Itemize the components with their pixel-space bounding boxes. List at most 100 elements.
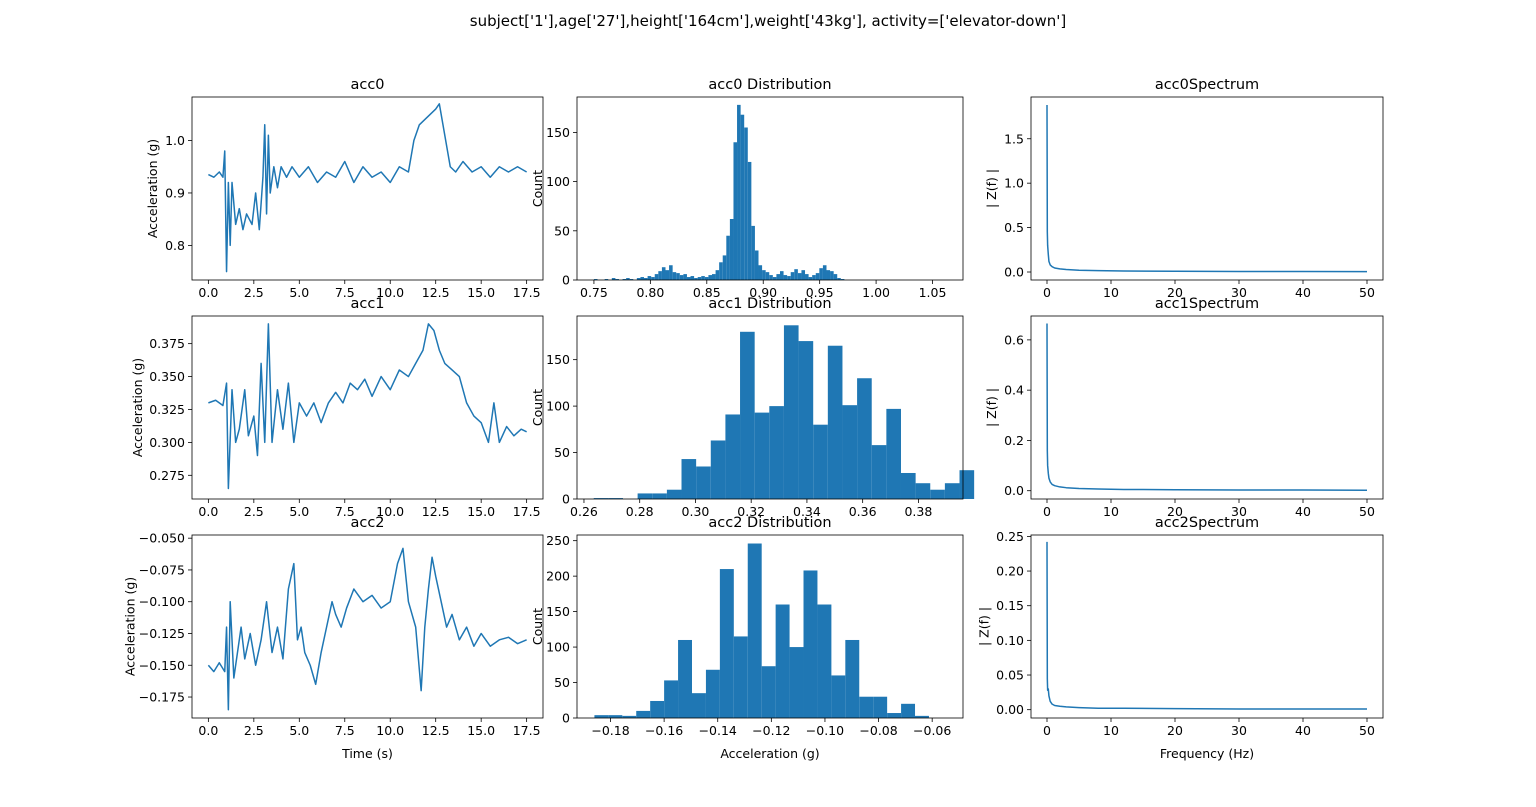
histogram-bar	[813, 424, 828, 499]
histogram-bar	[593, 498, 609, 499]
histogram-bar	[794, 269, 798, 280]
axes-frame	[576, 96, 964, 281]
histogram-bar	[708, 275, 712, 280]
histogram-bar	[830, 271, 834, 280]
x-tick-label: −0.10	[806, 723, 844, 738]
x-tick-label: 2.5	[244, 504, 264, 519]
histogram-bar	[765, 272, 770, 280]
x-tick-label: 1.00	[862, 285, 890, 300]
histogram-bar	[679, 275, 684, 280]
histogram-bar	[651, 277, 655, 280]
y-tick-label: −0.125	[139, 626, 185, 641]
y-tick-label: 0	[562, 711, 570, 726]
histogram-bar	[859, 696, 874, 718]
histogram-bar	[887, 713, 902, 718]
histogram-bar	[783, 275, 788, 280]
x-tick-label: 5.0	[289, 504, 309, 519]
subplot-title: acc2Spectrum	[1155, 515, 1259, 531]
y-tick-label: 0.375	[149, 336, 185, 351]
subplot-title: acc0	[350, 77, 384, 93]
x-tick-label: 10.0	[376, 285, 404, 300]
y-tick-label: −0.150	[139, 658, 185, 673]
histogram-bar	[729, 219, 734, 280]
x-tick-label: −0.08	[859, 723, 897, 738]
histogram-bar	[683, 274, 687, 280]
y-tick-label: 0.6	[1004, 332, 1024, 347]
histogram-bar	[636, 278, 641, 280]
histogram-bar	[779, 271, 784, 280]
histogram-bar	[747, 543, 762, 718]
histogram-bar	[783, 325, 799, 499]
histogram-bar	[837, 278, 841, 280]
histogram-bar	[737, 104, 741, 281]
y-tick-label: 0.8	[165, 238, 185, 253]
histogram-bar	[629, 279, 634, 280]
y-axis-label: Count	[530, 389, 545, 426]
histogram-bar	[622, 279, 627, 280]
axes-frame	[1030, 534, 1384, 719]
histogram-bar	[676, 273, 680, 280]
histogram-bar	[686, 277, 691, 280]
x-tick-label: 20	[1167, 285, 1183, 300]
x-tick-label: 0.0	[198, 723, 218, 738]
y-axis-label: | Z(f) |	[984, 388, 999, 427]
y-tick-label: 0.15	[996, 598, 1024, 613]
histogram-bar	[710, 440, 726, 499]
y-tick-label: 100	[546, 640, 570, 655]
histogram-bar	[726, 235, 730, 280]
histogram-bar	[652, 493, 667, 499]
histogram-bars	[594, 543, 929, 718]
subplot-acc1: 0.0 2.5 5.0 7.5 10.0 12.5 15.0 17.5 0.275 0.300 0.…	[130, 296, 544, 519]
histogram-bar	[822, 265, 827, 280]
histogram-bar	[650, 700, 665, 718]
x-tick-label: 0.34	[793, 504, 821, 519]
series-line	[207, 547, 527, 711]
x-tick-label: 0.90	[749, 285, 777, 300]
histogram-bar	[594, 715, 609, 718]
y-tick-label: 100	[546, 174, 570, 189]
histogram-bar	[833, 274, 838, 280]
axes-frame	[1030, 315, 1384, 500]
x-axis-label: Frequency (Hz)	[1160, 746, 1254, 761]
histogram-bar	[944, 483, 960, 499]
y-tick-label: 0	[562, 492, 570, 507]
histogram-bar	[696, 466, 711, 499]
histogram-bar	[815, 273, 820, 280]
histogram-bar	[915, 483, 931, 499]
x-tick-label: 0	[1043, 504, 1051, 519]
x-tick-label: 0.0	[198, 285, 218, 300]
subplot-title: acc1 Distribution	[708, 296, 831, 312]
x-tick-label: 2.5	[244, 285, 264, 300]
histogram-bar	[831, 675, 846, 718]
histogram-bar	[644, 278, 648, 280]
y-tick-label: 0.20	[996, 564, 1024, 579]
x-tick-label: −0.12	[752, 723, 790, 738]
x-tick-label: 50	[1359, 504, 1375, 519]
histogram-bar	[593, 279, 598, 280]
x-tick-label: 15.0	[467, 285, 495, 300]
histogram-bar	[669, 265, 673, 280]
series-line	[1046, 104, 1368, 273]
y-axis-label: Count	[530, 170, 545, 207]
y-tick-label: 0.350	[149, 369, 185, 384]
histogram-bar	[678, 639, 692, 718]
histogram-bar	[776, 274, 780, 280]
histogram-bar	[826, 270, 831, 280]
series-line	[208, 103, 528, 273]
x-tick-label: 0.32	[737, 504, 765, 519]
histogram-bar	[705, 669, 720, 718]
histogram-bar	[812, 275, 816, 280]
x-tick-label: 10	[1103, 504, 1119, 519]
y-tick-label: 1.5	[1004, 131, 1024, 146]
axes-frame	[191, 534, 544, 719]
x-tick-label: 15.0	[467, 504, 495, 519]
y-tick-label: 0.325	[149, 402, 185, 417]
histogram-bar	[900, 472, 916, 499]
histogram-bar	[772, 277, 777, 280]
histogram-bar	[690, 276, 695, 280]
histogram-bar	[754, 250, 759, 280]
axes-frame	[576, 534, 964, 719]
x-tick-label: 7.5	[335, 504, 355, 519]
y-tick-label: 150	[546, 125, 570, 140]
